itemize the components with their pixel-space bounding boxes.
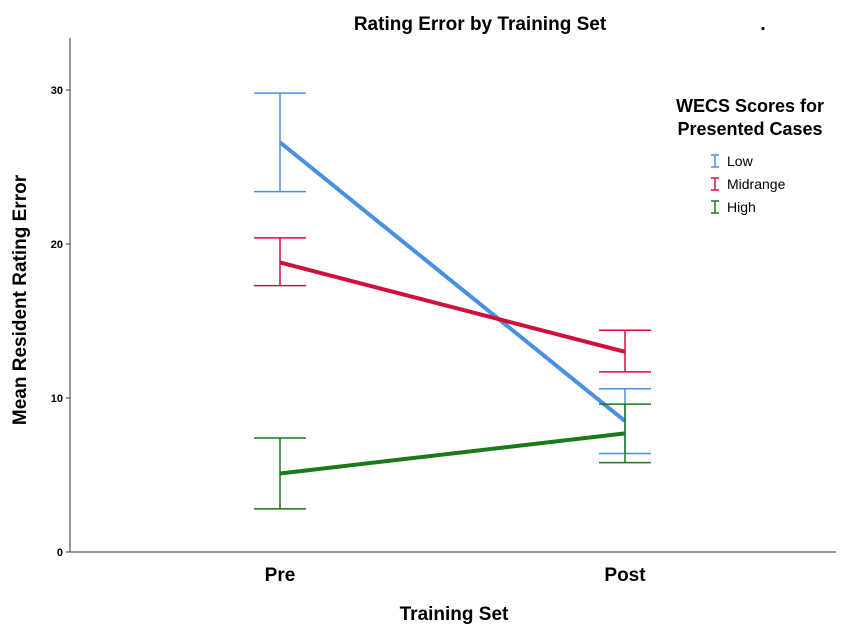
series-line-midrange bbox=[279, 260, 626, 354]
series-line-low bbox=[278, 140, 627, 423]
x-category-label: Post bbox=[604, 565, 646, 586]
series-line-high bbox=[279, 431, 626, 476]
x-category-label: Pre bbox=[265, 565, 296, 586]
y-tick-label: 20 bbox=[51, 239, 63, 251]
legend-item-midrange: Midrange bbox=[711, 176, 786, 192]
legend-label-high: High bbox=[727, 199, 756, 215]
chart-title: Rating Error by Training Set bbox=[354, 14, 607, 35]
plot-series bbox=[254, 92, 651, 510]
legend-item-low: Low bbox=[711, 153, 754, 169]
legend: WECS Scores for Presented Cases Low Midra… bbox=[676, 96, 824, 215]
legend-title-line-2: Presented Cases bbox=[677, 119, 822, 139]
chart-title-suffix: . bbox=[760, 14, 765, 35]
legend-item-high: High bbox=[711, 199, 756, 215]
y-tick-label: 0 bbox=[57, 547, 63, 559]
legend-label-low: Low bbox=[727, 153, 754, 169]
x-axis-categories: Pre Post bbox=[265, 565, 647, 586]
series-low bbox=[254, 92, 651, 455]
y-tick-label: 30 bbox=[51, 85, 63, 97]
legend-title-line-1: WECS Scores for bbox=[676, 96, 824, 116]
x-axis-title: Training Set bbox=[400, 604, 509, 625]
y-axis-ticks: 0 10 20 30 bbox=[51, 85, 70, 559]
legend-label-midrange: Midrange bbox=[727, 176, 786, 192]
y-axis-title: Mean Resident Rating Error bbox=[10, 174, 31, 425]
legend-symbol-low bbox=[711, 154, 719, 168]
legend-symbol-high bbox=[711, 200, 719, 214]
series-midrange bbox=[254, 237, 651, 373]
y-tick-label: 10 bbox=[51, 393, 63, 405]
axes bbox=[69, 38, 836, 553]
legend-symbol-midrange bbox=[711, 177, 719, 191]
series-high bbox=[254, 403, 651, 510]
legend-items: Low Midrange High bbox=[711, 153, 786, 215]
